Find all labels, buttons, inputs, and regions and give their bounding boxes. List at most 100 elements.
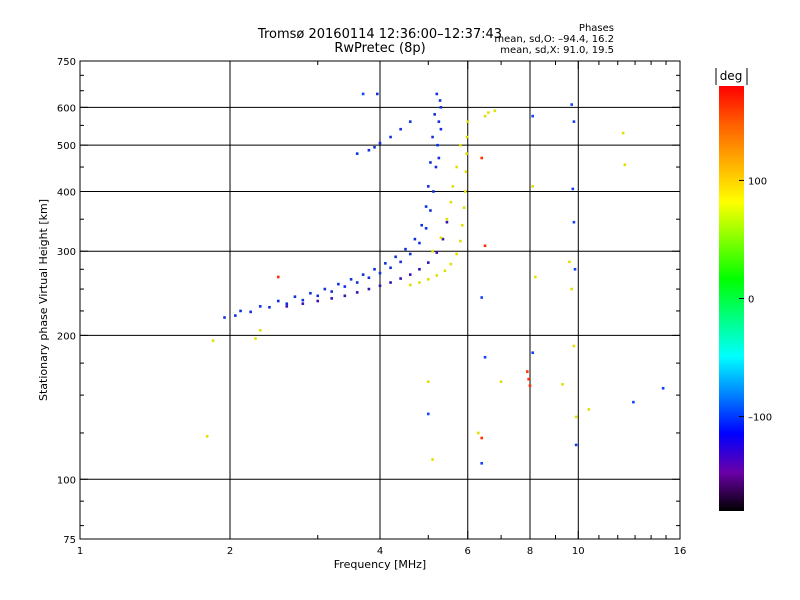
data-point <box>373 267 376 271</box>
data-point <box>378 271 382 275</box>
data-point <box>438 99 442 102</box>
data-point <box>389 266 392 270</box>
data-point <box>570 287 573 291</box>
data-point <box>285 302 289 305</box>
data-point <box>429 161 432 164</box>
x-tick-labels: 1 2 4 6 8 10 16 <box>77 546 687 557</box>
chart-title: Tromsø 20160114 12:36:00–12:37:43 <box>257 27 503 42</box>
y-tick-label: 600 <box>57 103 76 114</box>
data-point <box>571 187 575 191</box>
data-point <box>572 120 576 123</box>
data-point <box>355 291 359 294</box>
colorbar-label: deg <box>720 69 743 83</box>
data-point <box>424 227 428 230</box>
data-point <box>572 344 576 348</box>
data-point <box>462 206 466 209</box>
colorbar: deg 100 0 –100 <box>715 68 772 511</box>
data-point <box>451 185 455 188</box>
data-point <box>408 273 412 276</box>
data-point <box>483 114 487 118</box>
chart-subtitle: RwPretec (8p) <box>334 41 426 56</box>
data-point <box>378 284 382 288</box>
data-point <box>483 355 487 359</box>
data-point <box>455 252 458 256</box>
colorbar-tick-label: 0 <box>748 295 754 306</box>
data-point <box>426 185 430 188</box>
y-tick-label: 100 <box>57 475 76 486</box>
data-point <box>258 328 262 332</box>
data-point <box>323 287 327 291</box>
data-point <box>561 383 564 386</box>
data-point <box>404 247 407 251</box>
data-point <box>449 262 453 266</box>
data-point <box>480 462 484 465</box>
data-point <box>413 237 417 241</box>
data-point <box>480 296 484 299</box>
data-point <box>399 277 402 280</box>
phases-o-stats: mean, sd,O: –94.4, 16.2 <box>494 34 614 45</box>
data-point <box>389 135 392 139</box>
y-axis-label: Stationary phase Virtual Height [km] <box>37 199 50 401</box>
data-point <box>621 131 625 135</box>
data-point <box>449 200 453 204</box>
data-point <box>367 287 371 291</box>
data-point <box>223 316 226 319</box>
colorbar-tick-label: 100 <box>748 176 767 187</box>
data-point <box>408 252 412 256</box>
phases-x-stats: mean, sd,X: 91.0, 19.5 <box>500 45 614 56</box>
data-point <box>460 223 464 227</box>
x-tick-label: 8 <box>527 546 533 557</box>
data-point <box>661 387 665 390</box>
data-point <box>276 299 280 303</box>
data-point <box>525 370 529 373</box>
data-point <box>373 145 376 149</box>
data-point <box>239 309 242 313</box>
data-point <box>258 305 262 308</box>
data-point <box>439 236 443 240</box>
data-point <box>437 120 441 123</box>
data-point <box>499 380 503 384</box>
x-tick-label: 2 <box>227 546 233 557</box>
data-point <box>316 294 320 298</box>
data-point <box>465 135 469 139</box>
data-point <box>384 262 387 265</box>
data-point <box>527 377 530 381</box>
x-tick-label: 16 <box>674 546 687 557</box>
data-point <box>477 431 480 435</box>
grid-lines <box>80 61 680 539</box>
data-point <box>465 152 468 155</box>
data-point <box>301 298 305 302</box>
data-point <box>418 267 421 271</box>
data-point <box>343 285 347 288</box>
data-point <box>429 209 432 212</box>
data-point <box>389 281 392 284</box>
data-point <box>528 384 532 387</box>
data-point <box>431 249 434 253</box>
data-point <box>531 185 534 188</box>
data-point <box>426 278 430 281</box>
data-point <box>378 141 382 145</box>
data-point <box>531 351 534 354</box>
data-point <box>426 261 430 264</box>
data-point <box>480 156 484 160</box>
data-point <box>408 120 412 123</box>
x-tick-label: 6 <box>465 546 471 557</box>
data-point <box>431 135 434 139</box>
data-point <box>399 260 402 264</box>
data-point <box>483 244 487 248</box>
data-point <box>330 297 334 300</box>
axis-ticks <box>79 60 681 540</box>
data-point <box>466 120 470 123</box>
data-point <box>361 92 365 96</box>
y-tick-label: 200 <box>57 331 76 342</box>
data-point <box>572 220 576 224</box>
data-point <box>493 109 497 113</box>
data-point <box>367 148 371 152</box>
data-point <box>459 143 462 147</box>
data-point <box>432 190 435 193</box>
data-point <box>570 103 573 106</box>
data-point <box>337 282 340 286</box>
y-tick-label: 500 <box>57 141 76 152</box>
data-point <box>574 443 578 447</box>
data-point <box>408 283 412 287</box>
